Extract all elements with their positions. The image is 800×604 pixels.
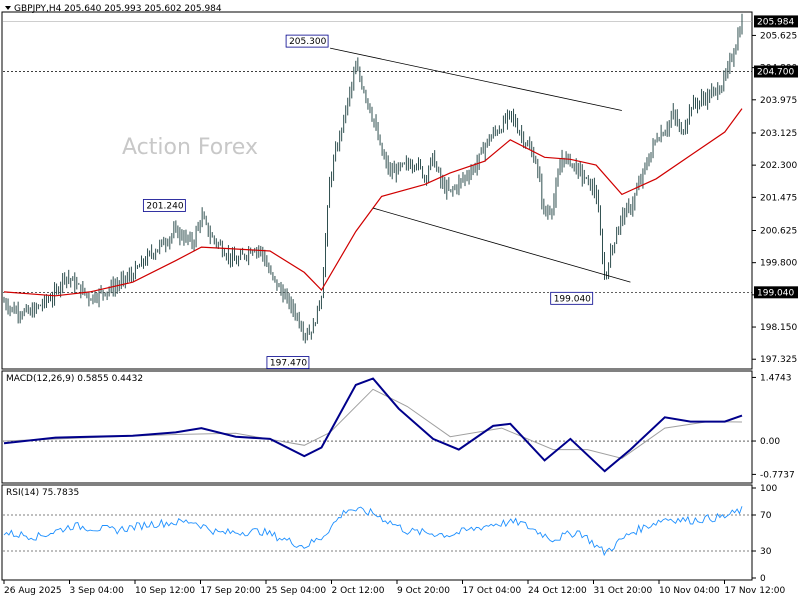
rsi-tick-label: 0 bbox=[760, 574, 766, 584]
x-tick-label: 17 Sep 20:00 bbox=[201, 586, 261, 596]
rsi-layer: 100 70 30 0 bbox=[3, 484, 777, 584]
rsi-tick-label: 70 bbox=[760, 511, 772, 521]
watermark-text: Action Forex bbox=[122, 135, 258, 160]
x-tick-label: 31 Oct 20:00 bbox=[594, 586, 653, 596]
price-tick-label: 201.475 bbox=[760, 193, 797, 203]
price-label-text: 201.240 bbox=[146, 201, 183, 211]
moving-average-line bbox=[3, 108, 743, 297]
x-tick-label: 25 Sep 04:00 bbox=[266, 586, 326, 596]
price-panel bbox=[1, 11, 753, 370]
price-label-box bbox=[285, 34, 329, 48]
price-label-box bbox=[550, 291, 594, 305]
current-price-label: 205.984 bbox=[757, 17, 794, 27]
level-axis-box bbox=[754, 65, 798, 78]
macd-tick-label: -0.7737 bbox=[760, 470, 795, 480]
price-tick-label: 198.150 bbox=[760, 323, 797, 333]
x-tick-label: 17 Nov 12:00 bbox=[725, 586, 786, 596]
symbol-header: GBPJPY,H4 205.640 205.993 205.602 205.98… bbox=[14, 4, 222, 14]
candle-series bbox=[3, 13, 743, 344]
x-tick-label: 9 Oct 20:00 bbox=[397, 586, 450, 596]
dropdown-triangle-icon[interactable] bbox=[5, 6, 11, 10]
x-tick-label: 2 Oct 12:00 bbox=[332, 586, 385, 596]
x-tick-label: 17 Oct 04:00 bbox=[463, 586, 522, 596]
price-label-box bbox=[142, 199, 186, 212]
x-tick-label: 26 Aug 2025 bbox=[4, 586, 62, 596]
grid-layer bbox=[3, 21, 752, 293]
price-tick-label: 205.625 bbox=[760, 31, 797, 41]
price-label-text: 197.470 bbox=[270, 359, 307, 369]
macd-signal-line bbox=[3, 388, 743, 459]
level-axis-label: 204.700 bbox=[757, 68, 794, 78]
watermark-layer: Action Forex bbox=[122, 135, 258, 160]
price-tick-label: 202.300 bbox=[760, 161, 797, 171]
channel-trendline bbox=[372, 207, 631, 283]
level-axis-box bbox=[754, 286, 798, 299]
macd-layer: 1.4743 0.00 -0.7737 bbox=[3, 373, 795, 480]
channel-lines-layer bbox=[330, 47, 631, 283]
x-tick-label: 24 Oct 12:00 bbox=[528, 586, 587, 596]
price-tick-label: 197.325 bbox=[760, 355, 797, 365]
price-tick-label: 203.975 bbox=[760, 96, 797, 106]
x-tick-label: 10 Sep 12:00 bbox=[135, 586, 195, 596]
macd-panel bbox=[1, 370, 753, 484]
macd-tick-label: 0.00 bbox=[760, 437, 780, 447]
moving-average-layer bbox=[3, 108, 743, 297]
x-tick-label: 10 Nov 04:00 bbox=[659, 586, 720, 596]
rsi-label: RSI(14) 75.7835 bbox=[6, 488, 79, 498]
price-label-box bbox=[266, 356, 310, 369]
x-axis: 26 Aug 2025 3 Sep 04:00 10 Sep 12:00 17 Sep… bbox=[3, 580, 786, 596]
price-label-text: 205.300 bbox=[289, 37, 326, 47]
macd-tick-label: 1.4743 bbox=[760, 373, 792, 383]
price-axis: 205.625204.800203.975203.125202.300201.4… bbox=[752, 15, 798, 365]
current-price-box bbox=[754, 15, 798, 28]
price-label-text: 199.040 bbox=[554, 294, 591, 304]
macd-label: MACD(12,26,9) 0.5855 0.4432 bbox=[6, 374, 143, 384]
price-tick-label: 199.800 bbox=[760, 259, 797, 269]
level-axis-label: 199.040 bbox=[757, 288, 794, 298]
x-tick-label: 3 Sep 04:00 bbox=[70, 586, 125, 596]
channel-trendline bbox=[330, 47, 622, 111]
price-tick-label: 200.625 bbox=[760, 226, 797, 236]
macd-line bbox=[3, 377, 743, 473]
rsi-tick-label: 100 bbox=[760, 484, 777, 494]
rsi-line bbox=[3, 506, 743, 557]
rsi-tick-label: 30 bbox=[760, 547, 772, 557]
price-labels-layer: 205.300 201.240 197.470 199.040 bbox=[142, 34, 594, 369]
price-tick-label: 203.125 bbox=[760, 129, 797, 139]
rsi-panel bbox=[1, 484, 753, 581]
